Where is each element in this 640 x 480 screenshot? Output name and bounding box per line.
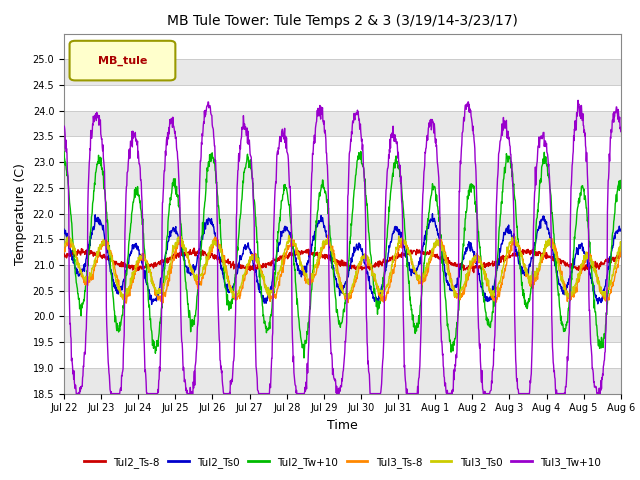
Bar (64, 162, 621, 188)
Legend: Tul2_Ts-8, Tul2_Ts0, Tul2_Tw+10, Tul3_Ts-8, Tul3_Ts0, Tul3_Tw+10: Tul2_Ts-8, Tul2_Ts0, Tul2_Tw+10, Tul3_Ts… (80, 453, 605, 472)
Bar (64, 316, 621, 342)
Bar (64, 368, 621, 394)
Bar (64, 111, 621, 136)
Title: MB Tule Tower: Tule Temps 2 & 3 (3/19/14-3/23/17): MB Tule Tower: Tule Temps 2 & 3 (3/19/14… (167, 14, 518, 28)
Bar (64, 265, 621, 291)
Text: MB_tule: MB_tule (98, 56, 147, 66)
X-axis label: Time: Time (327, 419, 358, 432)
Bar (64, 60, 621, 85)
Y-axis label: Temperature (C): Temperature (C) (14, 163, 27, 264)
Bar (64, 214, 621, 240)
FancyBboxPatch shape (70, 41, 175, 80)
